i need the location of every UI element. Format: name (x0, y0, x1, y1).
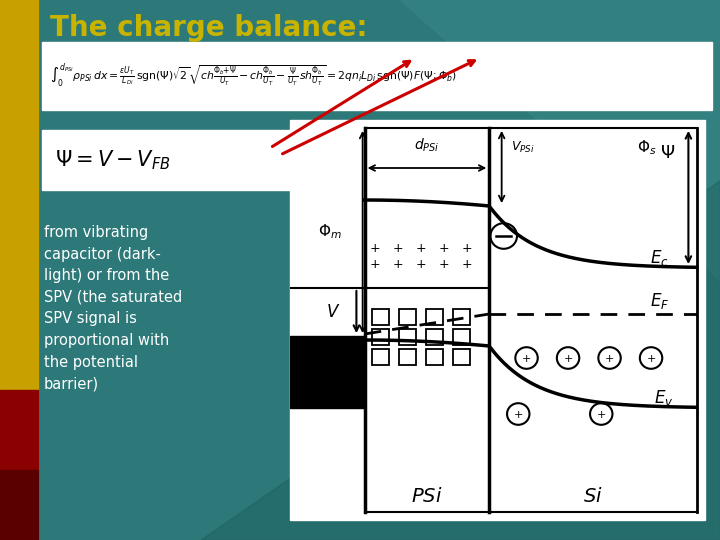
Bar (42, 42, 712, 110)
Text: $Si$: $Si$ (583, 487, 603, 505)
Text: $+$: $+$ (392, 258, 403, 271)
Text: $+$: $+$ (415, 258, 426, 271)
Text: $+$: $+$ (438, 258, 449, 271)
Text: $+$: $+$ (605, 353, 615, 363)
Text: $\int_0^{d_{PSi}} \rho_{PSi}\,dx = \frac{\varepsilon U_T}{L_{Di}}\,\mathrm{sgn}(: $\int_0^{d_{PSi}} \rho_{PSi}\,dx = \frac… (50, 62, 457, 90)
Bar (290, 336, 365, 408)
Text: The charge balance:: The charge balance: (50, 14, 367, 42)
Bar (426, 329, 443, 345)
Bar (399, 309, 415, 325)
Text: $+$: $+$ (369, 241, 381, 254)
Bar (372, 329, 389, 345)
Bar (426, 349, 443, 365)
Bar (290, 120, 705, 520)
Text: $PSi$: $PSi$ (411, 487, 443, 505)
Text: from vibrating
capacitor (dark-
light) or from the
SPV (the saturated
SPV signal: from vibrating capacitor (dark- light) o… (44, 225, 182, 391)
Polygon shape (200, 180, 720, 540)
Text: $+$: $+$ (563, 353, 573, 363)
Text: $+$: $+$ (369, 258, 381, 271)
Text: $V$: $V$ (326, 303, 341, 321)
Text: $E_c$: $E_c$ (650, 248, 669, 268)
Text: $+$: $+$ (521, 353, 531, 363)
Bar (453, 349, 469, 365)
Text: $\Psi = V - V_{FB}$: $\Psi = V - V_{FB}$ (55, 148, 171, 172)
Text: $\Phi_m$: $\Phi_m$ (318, 222, 341, 241)
Polygon shape (400, 0, 720, 280)
Text: $\Psi$: $\Psi$ (660, 144, 675, 162)
Bar (0, 390, 38, 470)
Bar (0, 0, 38, 540)
Text: $V_{PSi}$: $V_{PSi}$ (510, 140, 534, 155)
Bar (426, 309, 443, 325)
Text: $+$: $+$ (415, 241, 426, 254)
Bar (453, 309, 469, 325)
Text: $\Phi_s$: $\Phi_s$ (637, 138, 657, 157)
Text: $+$: $+$ (513, 408, 523, 420)
Text: $+$: $+$ (438, 241, 449, 254)
Bar (42, 130, 297, 190)
Bar (399, 349, 415, 365)
Text: $+$: $+$ (596, 408, 606, 420)
Bar (372, 309, 389, 325)
Bar (453, 329, 469, 345)
Text: $E_F$: $E_F$ (649, 291, 669, 311)
Text: $+$: $+$ (392, 241, 403, 254)
Bar (372, 349, 389, 365)
Bar (399, 329, 415, 345)
Text: $E_v$: $E_v$ (654, 388, 673, 408)
Bar (0, 470, 38, 540)
Text: $+$: $+$ (646, 353, 656, 363)
Text: $+$: $+$ (461, 258, 472, 271)
Text: $d_{PSi}$: $d_{PSi}$ (414, 137, 440, 154)
Text: $+$: $+$ (461, 241, 472, 254)
